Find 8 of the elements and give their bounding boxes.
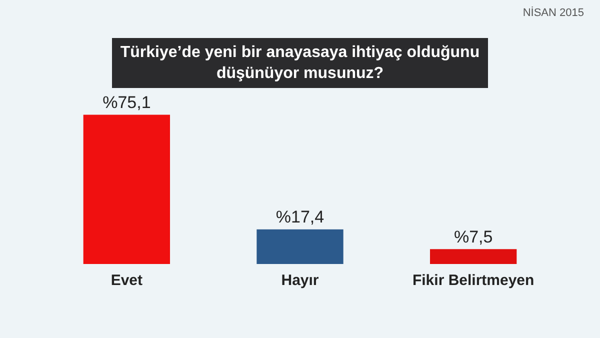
x-tick-label: Evet <box>110 272 143 290</box>
chart-subtitle: NİSAN 2015 <box>522 7 584 19</box>
x-tick-label: Fikir Belirtmeyen <box>412 272 534 290</box>
data-label: %7,5 <box>454 227 493 246</box>
chart-title: Türkiye’de yeni bir anayasaya ihtiyaç olduğunu düşünüyor musunuz? <box>112 38 488 88</box>
x-tick-label: Hayır <box>281 272 319 290</box>
data-label: %75,1 <box>102 92 151 112</box>
data-label: %17,4 <box>276 208 324 227</box>
